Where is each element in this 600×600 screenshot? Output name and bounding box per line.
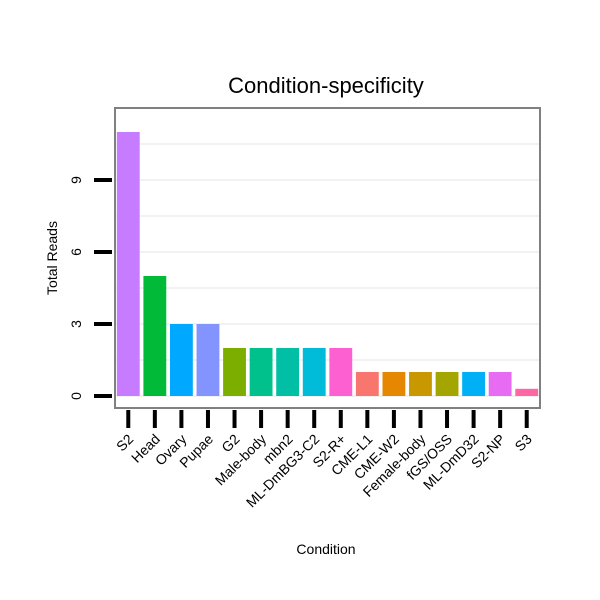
x-tick-label: S3: [511, 431, 535, 455]
bar-ml-dmbg3-c2: [302, 348, 326, 396]
bar-ovary: [169, 324, 193, 396]
y-tick-label: 0: [68, 392, 84, 400]
bar-male-body: [249, 348, 273, 396]
bar-cme-l1: [355, 372, 379, 396]
x-tick-label: Male-body: [212, 431, 270, 489]
bar-cme-w2: [382, 372, 406, 396]
bar-s3: [515, 388, 539, 396]
bar-g2: [223, 348, 246, 396]
y-tick-label: 9: [68, 176, 84, 184]
bar-female-body: [409, 372, 432, 396]
bar-s2-r-: [329, 348, 353, 396]
bar-mbn2: [276, 348, 300, 396]
x-axis-label: Condition: [296, 541, 355, 557]
y-axis-label: Total Reads: [44, 221, 60, 295]
bar-ml-dmd32: [462, 372, 486, 396]
bar-s2-np: [488, 372, 512, 396]
bar-pupae: [196, 324, 220, 396]
y-axis: 0 3 6 9: [68, 176, 112, 400]
plot-frame: [114, 107, 541, 409]
y-tick-label: 6: [68, 248, 84, 256]
bar-fgs-oss: [435, 372, 459, 396]
y-tick-label: 3: [68, 320, 84, 328]
bar-head: [143, 276, 167, 396]
bar-s2: [116, 132, 140, 396]
bars-layer: [116, 132, 539, 396]
chart-title: Condition-specificity: [228, 73, 424, 98]
